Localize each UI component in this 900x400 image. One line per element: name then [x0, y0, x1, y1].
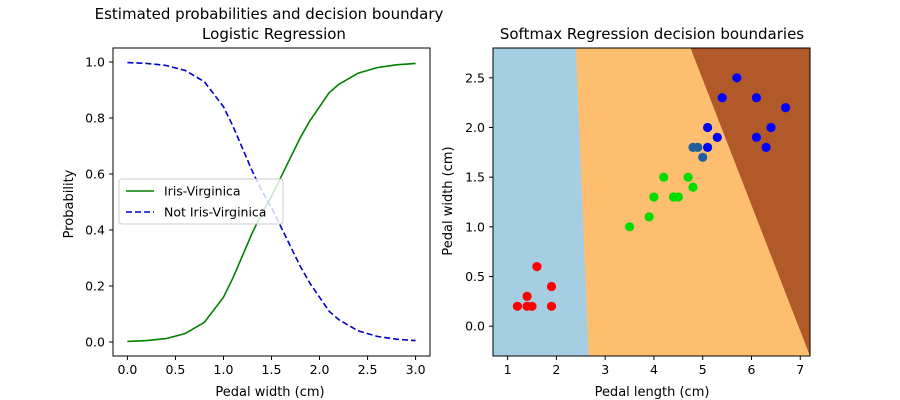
softmax-ytick-label: 2.0 — [465, 120, 485, 135]
softmax-points — [512, 73, 791, 311]
logistic-chart: Estimated probabilities and decision bou… — [62, 5, 443, 400]
point-class-2 — [703, 122, 713, 133]
logistic-ylabel: Probability — [62, 169, 77, 238]
softmax-decision-regions — [493, 48, 810, 356]
softmax-frame — [492, 47, 811, 357]
logistic-ytick-label: 0.8 — [85, 111, 105, 126]
point-class-0 — [522, 291, 532, 301]
legend-box — [118, 178, 284, 225]
softmax-xtick-label: 6 — [748, 362, 756, 377]
logistic-title-line-1: Estimated probabilities and decision bou… — [95, 5, 444, 23]
softmax-axes: 1 2 3 4 5 6 7 0.0 0.5 1.0 1.5 2.0 2.5 — [465, 47, 811, 377]
softmax-ytick-label: 0.0 — [465, 319, 485, 334]
softmax-xlabel: Pedal length (cm) — [595, 385, 710, 400]
point-class-2 — [703, 142, 713, 152]
logistic-ytick-label: 0.6 — [85, 167, 105, 182]
softmax-xtick-label: 3 — [601, 362, 609, 377]
region-virginica — [690, 48, 810, 356]
softmax-ytick-label: 1.5 — [465, 170, 485, 185]
point-class-2 — [781, 103, 791, 113]
point-class-1 — [659, 172, 669, 182]
logistic-xtick-label: 1.5 — [262, 362, 282, 377]
region-setosa — [493, 48, 589, 356]
softmax-chart: Softmax Regression decision boundaries 1… — [441, 25, 811, 400]
point-class-2 — [712, 132, 722, 142]
logistic-legend: Iris-Virginica Not Iris-Virginica — [118, 178, 284, 225]
softmax-ytick-label: 0.5 — [465, 269, 485, 284]
logistic-xtick-label: 2.0 — [310, 362, 330, 377]
logistic-axes: 0.0 0.5 1.0 1.5 2.0 2.5 3.0 0.0 0.2 0.4 0.6 0.8 1.0 — [85, 47, 431, 377]
softmax-xtick-label: 7 — [796, 362, 804, 377]
softmax-xtick-label: 4 — [650, 362, 658, 377]
point-class-0 — [527, 301, 537, 311]
softmax-xtick-label: 1 — [504, 362, 512, 377]
point-class-2 — [717, 93, 727, 103]
logistic-ytick-label: 0.0 — [85, 335, 105, 350]
softmax-xtick-label: 5 — [699, 362, 707, 377]
legend-label-0: Iris-Virginica — [164, 184, 241, 199]
legend-label-1: Not Iris-Virginica — [164, 205, 266, 220]
point-class-0 — [546, 301, 557, 311]
logistic-xtick-label: 2.5 — [358, 362, 378, 377]
point-class-1 — [649, 192, 659, 202]
logistic-xtick-label: 1.0 — [214, 362, 234, 377]
logistic-ytick-label: 0.2 — [85, 279, 105, 294]
point-class-2 — [732, 73, 742, 83]
softmax-ytick-label: 2.5 — [465, 70, 485, 85]
logistic-title-line-2: Logistic Regression — [202, 25, 346, 43]
point-class-1 — [688, 182, 698, 192]
point-class-2 — [751, 93, 762, 103]
logistic-xlabel: Pedal width (cm) — [215, 385, 324, 400]
softmax-ytick-label: 1.0 — [465, 219, 485, 234]
softmax-title: Softmax Regression decision boundaries — [500, 25, 804, 43]
point-class-2 — [761, 142, 771, 152]
point-class-1 — [644, 212, 654, 222]
point-class-0 — [512, 301, 523, 311]
point-class-0 — [546, 281, 557, 292]
logistic-xtick-label: 0.0 — [117, 362, 137, 377]
point-class-2 — [698, 152, 708, 162]
point-class-0 — [532, 262, 542, 272]
logistic-ytick-label: 0.4 — [85, 223, 105, 238]
point-class-1 — [683, 172, 693, 182]
point-class-2 — [751, 132, 762, 142]
point-class-1 — [625, 222, 635, 232]
logistic-ytick-label: 1.0 — [85, 55, 105, 70]
softmax-ylabel: Pedal width (cm) — [441, 146, 456, 255]
softmax-xtick-label: 2 — [552, 362, 560, 377]
logistic-xtick-label: 0.5 — [165, 362, 185, 377]
point-class-2 — [766, 122, 776, 133]
point-class-1 — [673, 192, 683, 202]
point-class-2 — [693, 142, 703, 152]
logistic-xtick-label: 3.0 — [406, 362, 426, 377]
